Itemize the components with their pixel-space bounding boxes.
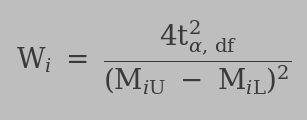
Text: $\mathrm{W}_{i}\ =\ \dfrac{4\mathrm{t}^{2}_{\alpha,\,\mathrm{df}}}{\left(\mathrm: $\mathrm{W}_{i}\ =\ \dfrac{4\mathrm{t}^{… xyxy=(16,19,291,96)
